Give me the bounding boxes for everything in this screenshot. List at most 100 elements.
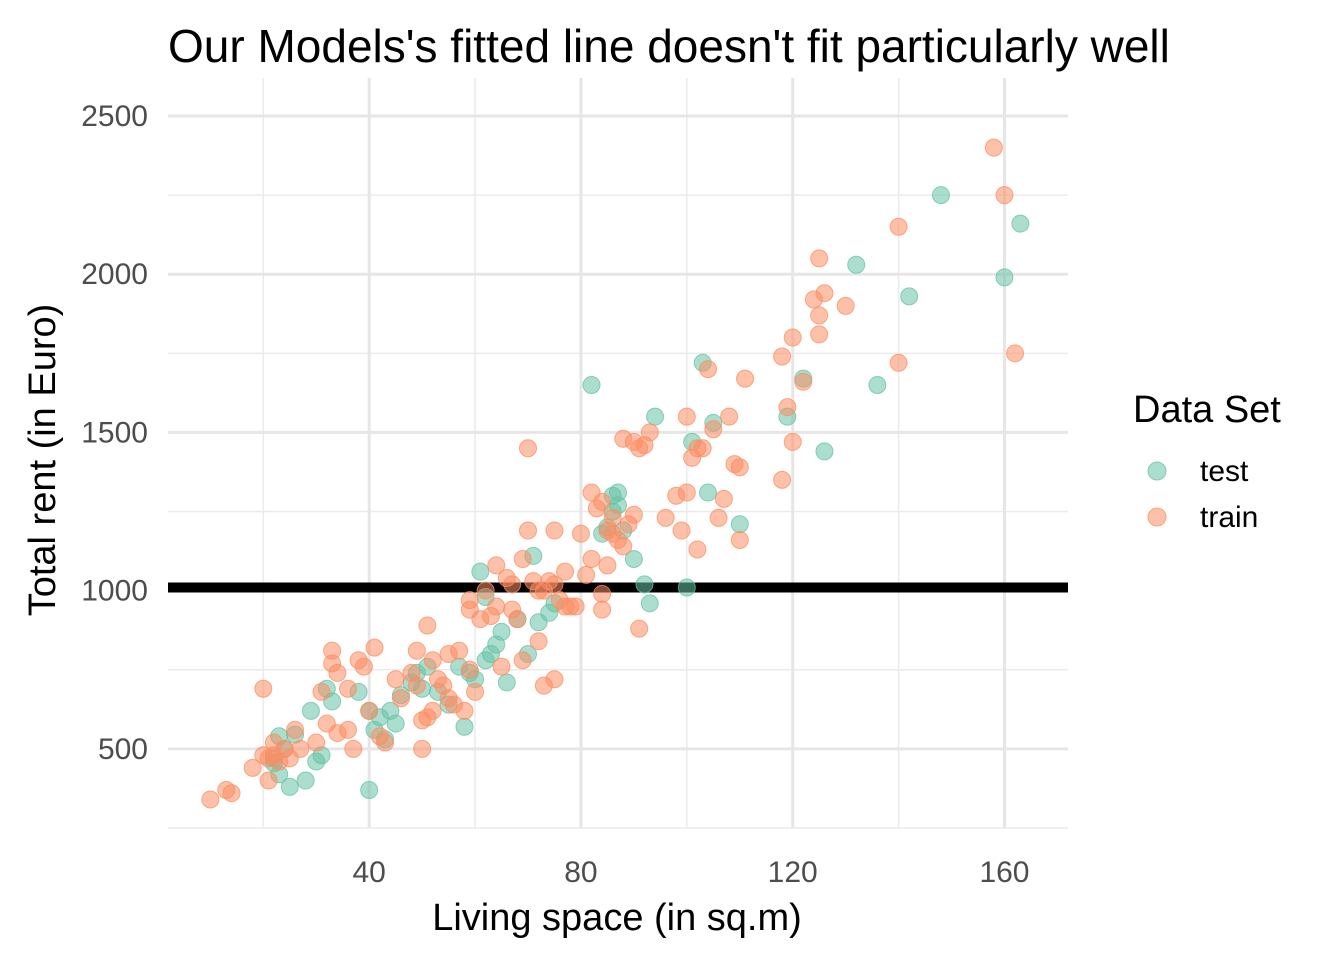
x-tick-label: 160 [979,856,1029,889]
legend-key-test [1147,461,1167,481]
point-train [243,758,262,777]
point-test [995,268,1014,287]
y-tick-label: 2000 [81,258,148,291]
point-train [736,369,755,388]
point-train [291,739,310,758]
point-test [931,186,950,205]
point-train [455,701,474,720]
point-train [466,682,485,701]
y-axis-ticks: 500 1000 1500 2000 2500 [81,100,148,766]
point-train [556,562,575,581]
point-train [545,575,564,594]
point-train [545,521,564,540]
point-test [868,375,887,394]
point-train [312,682,331,701]
point-test [640,594,659,613]
point-train [503,575,522,594]
point-train [201,790,220,809]
point-train [815,284,834,303]
point-train [889,217,908,236]
point-train [730,458,749,477]
legend-label-train: train [1200,501,1258,534]
point-train [423,651,442,670]
point-train [640,423,659,442]
point-train [714,489,733,508]
point-train [571,524,590,543]
point-train [624,505,643,524]
point-train [487,556,506,575]
point-train [519,439,537,458]
point-train [476,581,495,600]
point-train [593,600,612,619]
point-train [487,597,506,616]
point-test [582,375,601,394]
point-test [360,781,379,800]
point-test [900,287,919,306]
point-train [460,660,479,679]
point-train [344,739,363,758]
point-train [709,508,728,527]
point-train [450,641,469,660]
point-train [1006,344,1025,363]
point-train [656,508,675,527]
point-test [301,701,320,720]
point-train [773,470,792,489]
point-train [286,720,305,739]
y-tick-label: 500 [98,733,148,766]
y-tick-label: 2500 [81,100,148,133]
point-train [407,641,426,660]
point-test [455,717,474,736]
point-train [222,784,241,803]
point-test [280,777,299,796]
point-train [423,701,442,720]
point-train [418,616,437,635]
point-train [810,325,829,344]
point-train [704,420,723,439]
legend-title: Data Set [1133,389,1281,431]
point-train [593,584,612,603]
point-train [836,296,855,315]
point-train [598,556,617,575]
point-train [783,328,802,347]
x-tick-label: 80 [564,856,597,889]
point-train [513,651,532,670]
legend: Data Set test train [1133,389,1281,534]
point-test [699,483,717,502]
point-test [635,575,654,594]
x-tick-label: 40 [352,856,385,889]
chart-title: Our Models's fitted line doesn't fit par… [168,20,1170,72]
point-train [699,360,717,379]
point-train [672,521,691,540]
point-train [413,739,432,758]
point-train [720,407,739,426]
point-test [847,255,866,274]
point-train [391,689,410,708]
point-train [783,432,802,451]
point-train [693,439,712,458]
point-train [354,657,373,676]
data-points [201,138,1030,809]
point-train [519,521,537,540]
point-train [773,347,792,366]
point-train [677,407,696,426]
x-axis-ticks: 40 80 120 160 [352,856,1029,889]
point-train [254,679,273,698]
point-train [529,632,548,651]
point-test [624,550,643,569]
y-axis-label: Total rent (in Euro) [22,304,64,617]
point-train [582,550,601,569]
point-train [328,663,347,682]
point-test [471,562,490,581]
point-train [688,540,707,559]
point-test [296,771,315,790]
point-test [646,407,665,426]
point-train [995,186,1014,205]
point-train [407,676,426,695]
point-train [810,249,829,268]
point-train [545,670,564,689]
point-train [630,619,649,638]
grid-lines [168,78,1068,829]
point-test [815,442,834,461]
point-train [603,508,622,527]
point-train [730,531,749,550]
